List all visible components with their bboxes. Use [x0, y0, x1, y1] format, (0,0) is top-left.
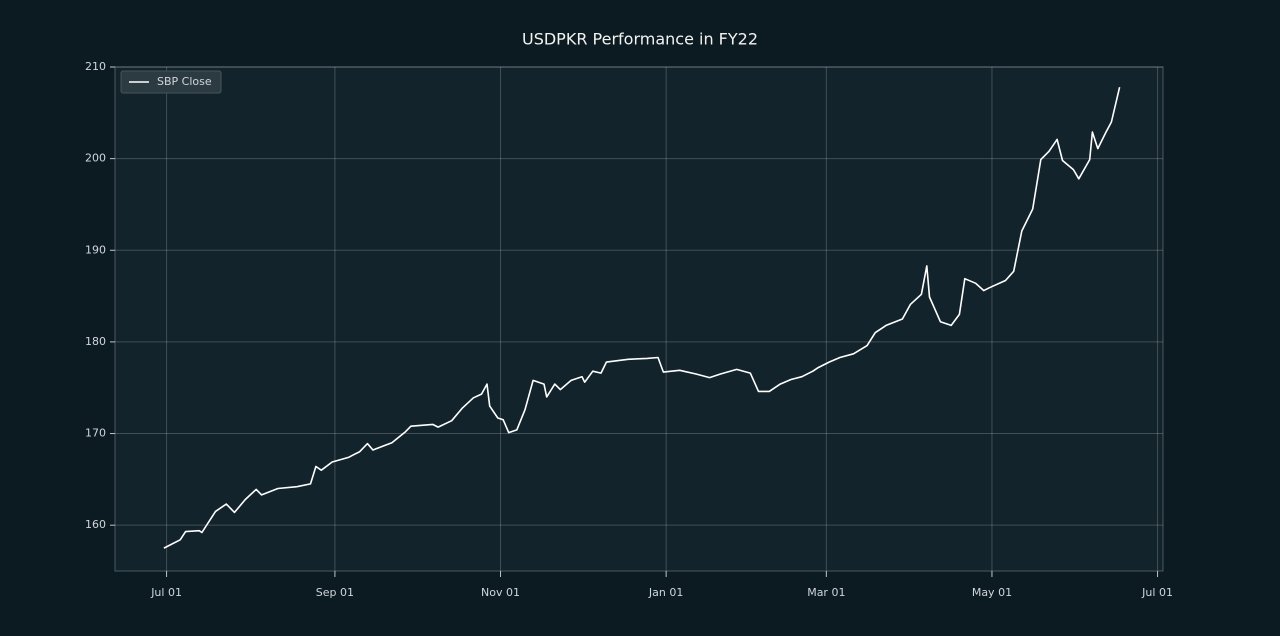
y-tick-label: 200 — [85, 152, 106, 165]
x-tick-label: Mar 01 — [807, 586, 845, 599]
x-tick-label: May 01 — [972, 586, 1012, 599]
x-tick-label: Jul 01 — [1141, 586, 1173, 599]
y-tick-label: 160 — [85, 518, 106, 531]
y-tick-label: 170 — [85, 427, 106, 440]
line — [163, 87, 1121, 549]
x-tick-label: Nov 01 — [481, 586, 520, 599]
x-tick-label: Jul 01 — [150, 586, 182, 599]
x-tick-label: Jan 01 — [648, 586, 683, 599]
chart-title: USDPKR Performance in FY22 — [522, 30, 758, 49]
x-tick-label: Sep 01 — [316, 586, 354, 599]
plot-area — [114, 66, 1164, 572]
y-tick-label: 210 — [85, 60, 106, 73]
legend-box — [120, 70, 222, 94]
y-tick-label: 180 — [85, 335, 106, 348]
legend-label: SBP Close — [157, 75, 212, 88]
y-tick-label: 190 — [85, 243, 106, 256]
